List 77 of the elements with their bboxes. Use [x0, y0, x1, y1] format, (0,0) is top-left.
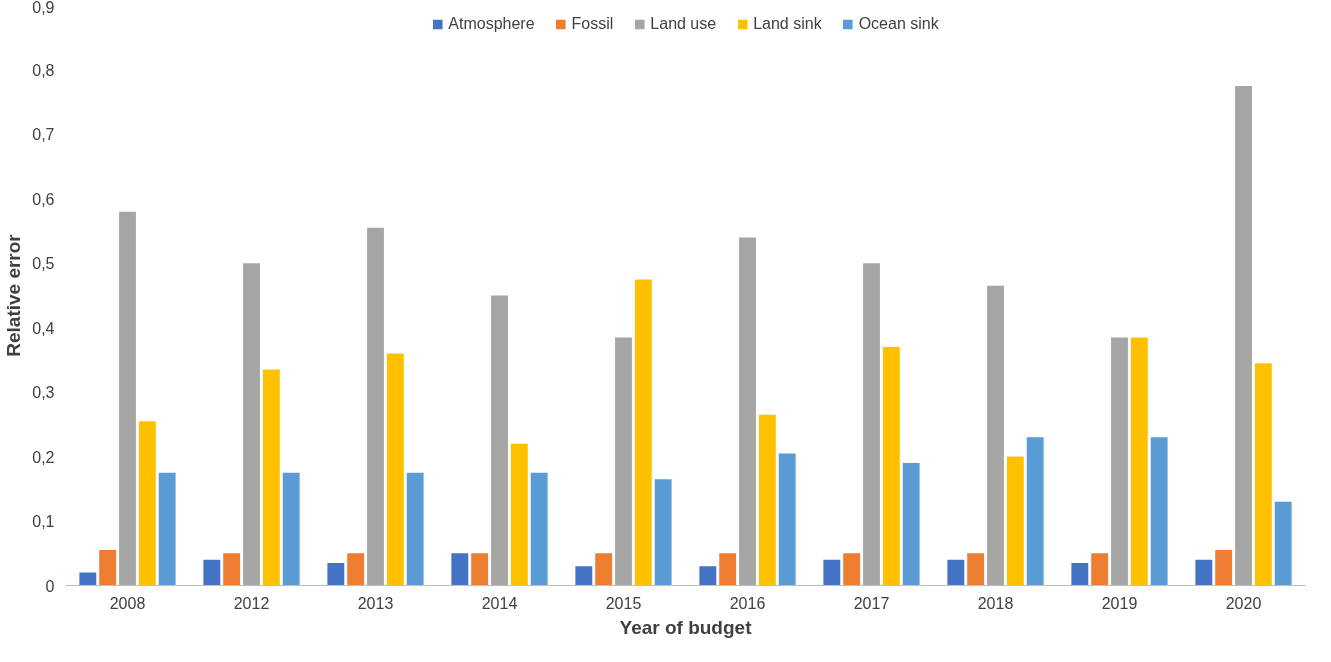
x-tick-label: 2019 [1101, 594, 1138, 612]
bar [119, 211, 136, 586]
bar [510, 443, 528, 586]
x-tick-label: 2017 [853, 594, 890, 612]
legend-label: Atmosphere [448, 15, 535, 33]
x-tick-label: 2020 [1225, 594, 1262, 612]
bar [843, 553, 861, 586]
bar [902, 463, 920, 586]
bar [967, 553, 985, 586]
bar [863, 263, 880, 586]
bar [654, 479, 672, 586]
bar [79, 572, 97, 586]
y-tick-label: 0,3 [32, 384, 55, 402]
y-axis-title: Relative error [3, 233, 25, 357]
bar [262, 369, 280, 586]
x-tick-label: 2013 [357, 594, 394, 612]
y-tick-label: 0,8 [32, 61, 55, 79]
bar [138, 421, 156, 586]
bar [778, 453, 796, 586]
bar [406, 472, 424, 586]
x-tick-label: 2014 [481, 594, 518, 612]
bar [739, 237, 756, 586]
bar [223, 553, 241, 586]
bar [1130, 337, 1148, 586]
bar [575, 566, 593, 586]
y-tick-label: 0,1 [32, 513, 55, 531]
x-tick-label: 2016 [729, 594, 766, 612]
bar [386, 353, 404, 586]
bar [471, 553, 489, 586]
y-tick-label: 0,2 [32, 448, 55, 466]
legend-label: Ocean sink [858, 15, 939, 33]
bar [367, 227, 384, 586]
bar [1150, 437, 1168, 586]
x-tick-label: 2015 [605, 594, 642, 612]
y-tick-label: 0,7 [32, 126, 55, 144]
bar [1254, 363, 1272, 586]
bar [158, 472, 176, 586]
bar [987, 285, 1004, 586]
x-tick-label: 2012 [233, 594, 270, 612]
y-tick-label: 0,5 [32, 255, 55, 273]
bar [1111, 337, 1128, 586]
bar [1235, 86, 1252, 586]
bar [615, 337, 632, 586]
bar [327, 562, 345, 586]
legend-label: Land sink [753, 15, 822, 33]
bar [451, 553, 469, 586]
bar [699, 566, 717, 586]
bar [634, 279, 652, 586]
bar [758, 414, 776, 586]
bar [1026, 437, 1044, 586]
y-tick-label: 0,4 [32, 319, 55, 337]
bar [203, 559, 221, 586]
bar [491, 295, 508, 586]
bar [1195, 559, 1213, 586]
bar [882, 347, 900, 586]
x-tick-label: 2018 [977, 594, 1014, 612]
legend-label: Land use [650, 15, 717, 33]
bar [1071, 562, 1089, 586]
y-tick-label: 0 [45, 577, 55, 595]
bar [947, 559, 965, 586]
bar [1215, 550, 1233, 586]
x-tick-label: 2008 [109, 594, 146, 612]
y-tick-label: 0,6 [32, 190, 55, 208]
y-tick-label: 0,9 [32, 0, 55, 16]
bar [99, 550, 117, 586]
bar [823, 559, 841, 586]
bar [595, 553, 613, 586]
bar [243, 263, 260, 586]
bar [1274, 501, 1292, 586]
bar [530, 472, 548, 586]
bar [282, 472, 300, 586]
bar [1091, 553, 1109, 586]
bar [1006, 456, 1024, 586]
bar [347, 553, 365, 586]
legend-label: Fossil [571, 15, 614, 33]
x-axis-title: Year of budget [619, 616, 753, 638]
bar [719, 553, 737, 586]
